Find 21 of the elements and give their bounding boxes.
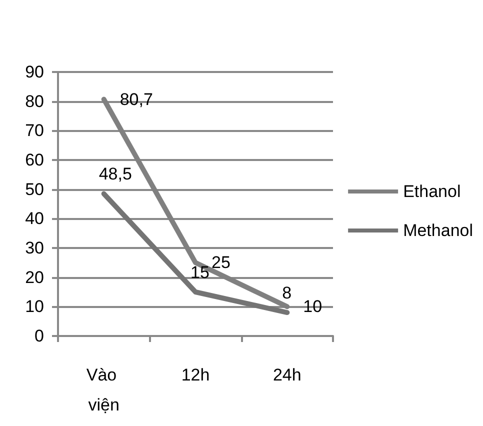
data-label: 25 bbox=[212, 253, 230, 272]
legend-label: Ethanol bbox=[403, 182, 461, 201]
y-tick-label: 40 bbox=[25, 209, 44, 228]
y-tick-label: 80 bbox=[25, 92, 44, 111]
x-tick-label: Vào viện bbox=[86, 366, 122, 414]
y-tick-label: 20 bbox=[25, 268, 44, 287]
data-label: 80,7 bbox=[120, 90, 153, 109]
data-label: 48,5 bbox=[98, 164, 132, 184]
y-tick-label: 10 bbox=[25, 297, 44, 316]
y-tick-label: 30 bbox=[25, 238, 44, 258]
x-tick-label: 24h bbox=[272, 366, 302, 384]
legend-label: Methanol bbox=[403, 221, 474, 240]
data-label: 8 bbox=[282, 284, 292, 303]
y-tick-label: 50 bbox=[25, 180, 44, 199]
y-tick-label: 70 bbox=[25, 121, 44, 140]
x-tick-label: 12h bbox=[181, 366, 210, 384]
y-tick-label: 90 bbox=[25, 62, 44, 82]
y-tick-label: 0 bbox=[34, 326, 44, 346]
y-tick-label: 60 bbox=[25, 150, 44, 170]
data-label: 15 bbox=[190, 263, 210, 282]
data-label: 10 bbox=[303, 297, 322, 316]
